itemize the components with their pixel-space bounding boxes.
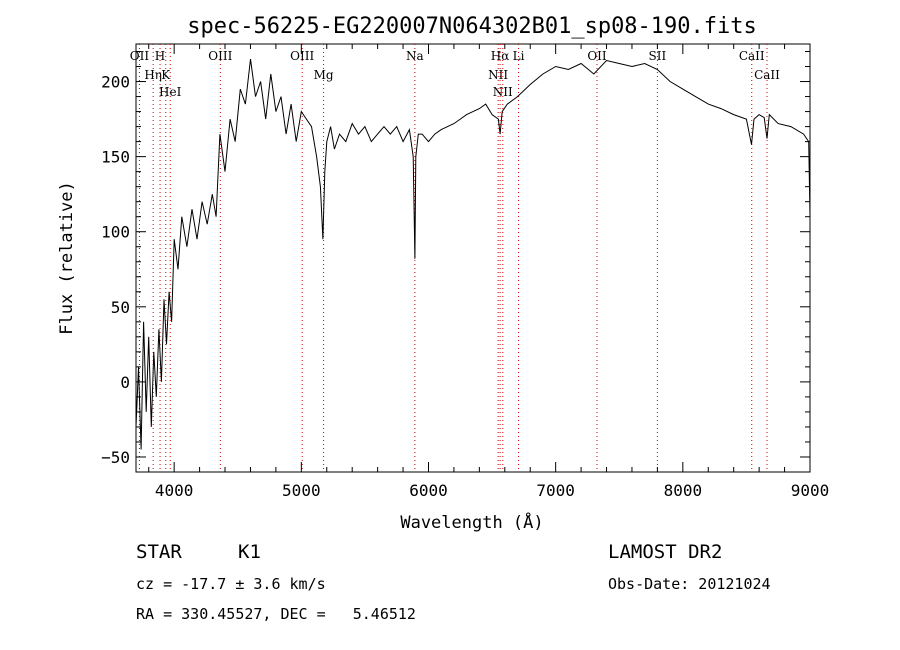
marker-label: OIII: [208, 49, 232, 63]
y-tick-label: −50: [101, 448, 130, 467]
marker-label: Na: [406, 49, 424, 63]
marker-label: OIII: [290, 49, 314, 63]
y-tick-label: 150: [101, 148, 130, 167]
marker-label: SII: [649, 49, 667, 63]
y-tick-label: 0: [120, 373, 130, 392]
obs-date: Obs-Date: 20121024: [608, 575, 771, 593]
object-class: STAR: [136, 541, 182, 563]
x-axis-label: Wavelength (Å): [400, 511, 543, 533]
x-tick-label: 6000: [409, 481, 448, 500]
marker-label: K: [161, 68, 171, 82]
marker-label: OII: [587, 49, 607, 63]
redshift-text: cz = -17.7 ± 3.6 km/s: [136, 575, 326, 593]
y-tick-label: 200: [101, 73, 130, 92]
marker-label: HeI: [159, 85, 182, 99]
marker-label: NII: [488, 68, 508, 82]
x-tick-label: 7000: [536, 481, 575, 500]
coordinates: RA = 330.45527, DEC = 5.46512: [136, 605, 416, 623]
spectrum-series: [135, 58, 811, 450]
survey-name: LAMOST DR2: [608, 541, 723, 563]
x-tick-label: 4000: [155, 481, 194, 500]
marker-label: Hα: [491, 49, 510, 63]
marker-label: CaII: [739, 49, 765, 63]
series-line-0: [135, 58, 811, 450]
marker-label: Mg: [314, 68, 334, 82]
x-tick-label: 8000: [664, 481, 703, 500]
marker-label: Li: [513, 49, 525, 63]
y-tick-label: 100: [101, 223, 130, 242]
plot-frame: [135, 43, 811, 473]
x-tick-label: 9000: [791, 481, 830, 500]
x-tick-label: 5000: [282, 481, 321, 500]
x-axis: 4000 5000 6000 7000 8000 9000: [148, 44, 830, 500]
emission-line-markers: [138, 44, 768, 472]
marker-label: NII: [493, 85, 513, 99]
y-axis-label: Flux (relative): [57, 181, 77, 335]
marker-label: OII: [130, 49, 150, 63]
object-subclass: K1: [238, 541, 261, 563]
chart-title: spec-56225-EG220007N064302B01_sp08-190.f…: [187, 14, 757, 39]
y-axis: −50 0 50 100 150 200: [101, 51, 810, 467]
marker-label: Hη: [144, 68, 162, 82]
y-tick-label: 50: [111, 298, 130, 317]
marker-label: H: [155, 49, 165, 63]
marker-label: CaII: [754, 68, 780, 82]
